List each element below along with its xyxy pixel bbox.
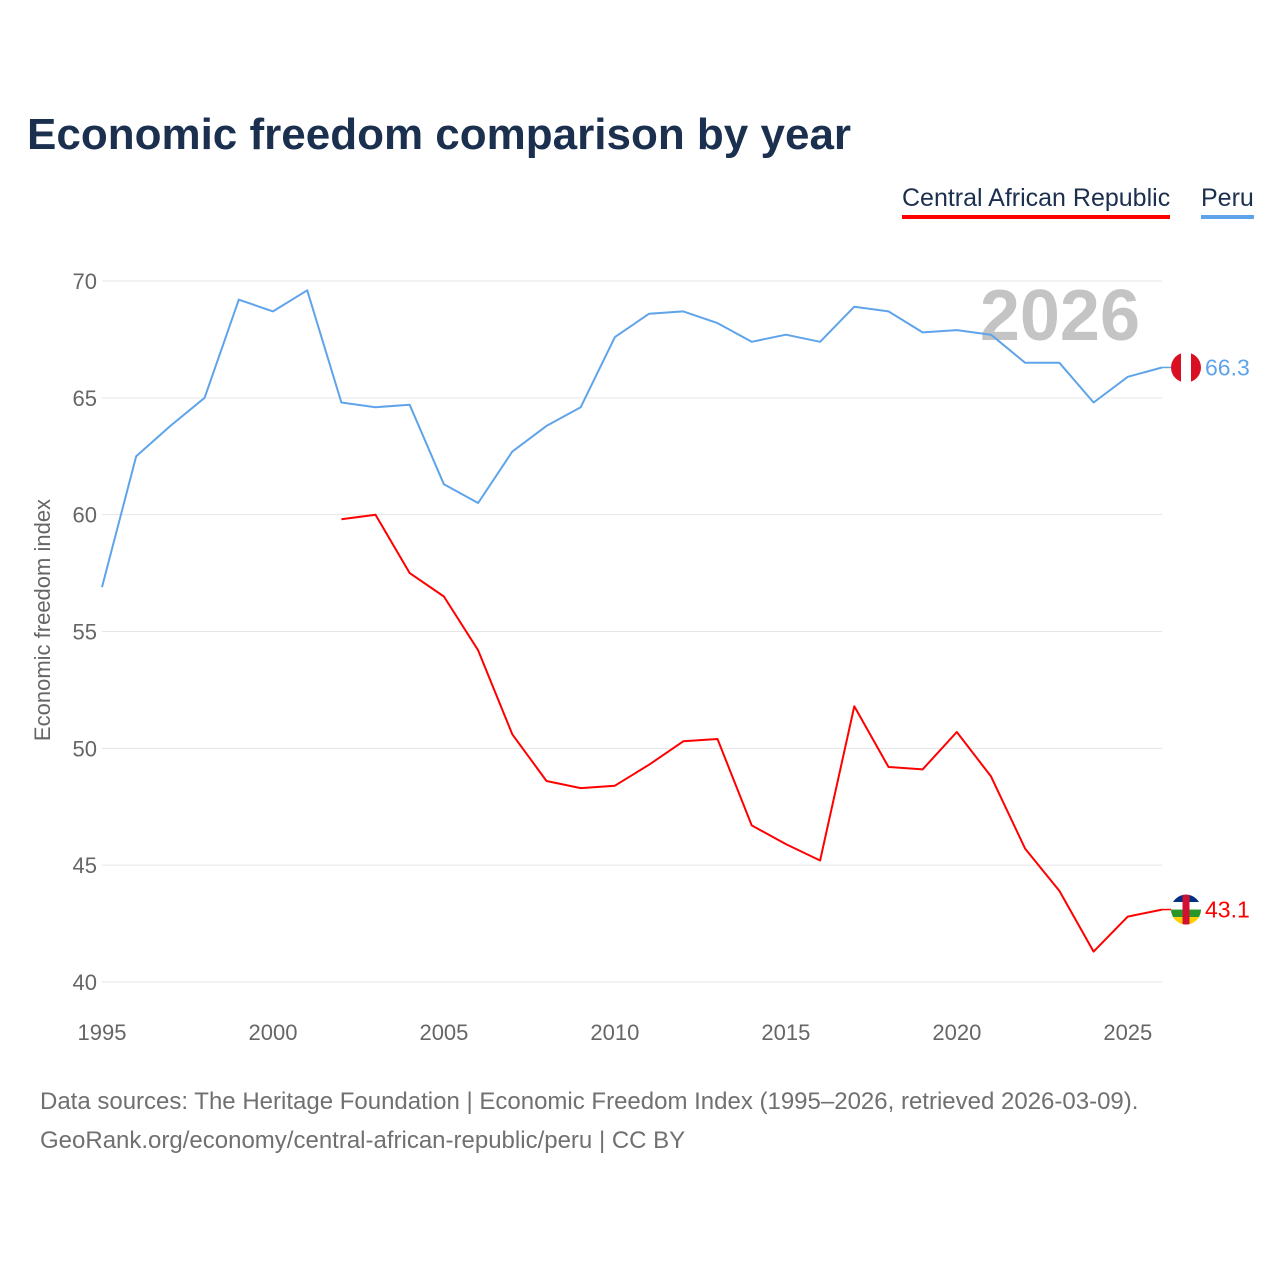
chart-title: Economic freedom comparison by year: [27, 110, 852, 159]
legend-item-central-african-republic[interactable]: Central African Republic: [902, 184, 1171, 219]
x-tick-label: 2015: [761, 1020, 810, 1045]
x-tick-label: 2020: [932, 1020, 981, 1045]
y-tick-label: 70: [73, 269, 97, 294]
y-tick-label: 40: [73, 970, 97, 995]
series-line-peru: [101, 289, 1163, 588]
x-tick-label: 2000: [248, 1020, 297, 1045]
y-tick-label: 50: [73, 736, 97, 761]
peru-flag-icon: [1171, 352, 1201, 383]
y-tick-label: 60: [73, 503, 97, 528]
y-tick-label: 65: [73, 386, 97, 411]
x-tick-label: 2010: [590, 1020, 639, 1045]
y-tick-label: 55: [73, 620, 97, 645]
x-tick-label: 2005: [419, 1020, 468, 1045]
source-url-license: GeoRank.org/economy/central-african-repu…: [40, 1127, 686, 1154]
x-tick-label: 1995: [78, 1020, 127, 1045]
y-tick-label: 45: [73, 853, 97, 878]
end-value-label: 43.1: [1205, 897, 1250, 923]
year-watermark: 2026: [980, 276, 1140, 356]
data-sources-note: Data sources: The Heritage Foundation | …: [40, 1088, 1139, 1115]
y-axis-label: Economic freedom index: [30, 499, 55, 741]
legend-item-peru[interactable]: Peru: [1201, 184, 1254, 219]
x-tick-label: 2025: [1103, 1020, 1152, 1045]
end-value-label: 66.3: [1205, 354, 1250, 380]
central-african-republic-flag-icon: [1171, 894, 1201, 925]
series-line-central-african-republic: [341, 513, 1163, 953]
